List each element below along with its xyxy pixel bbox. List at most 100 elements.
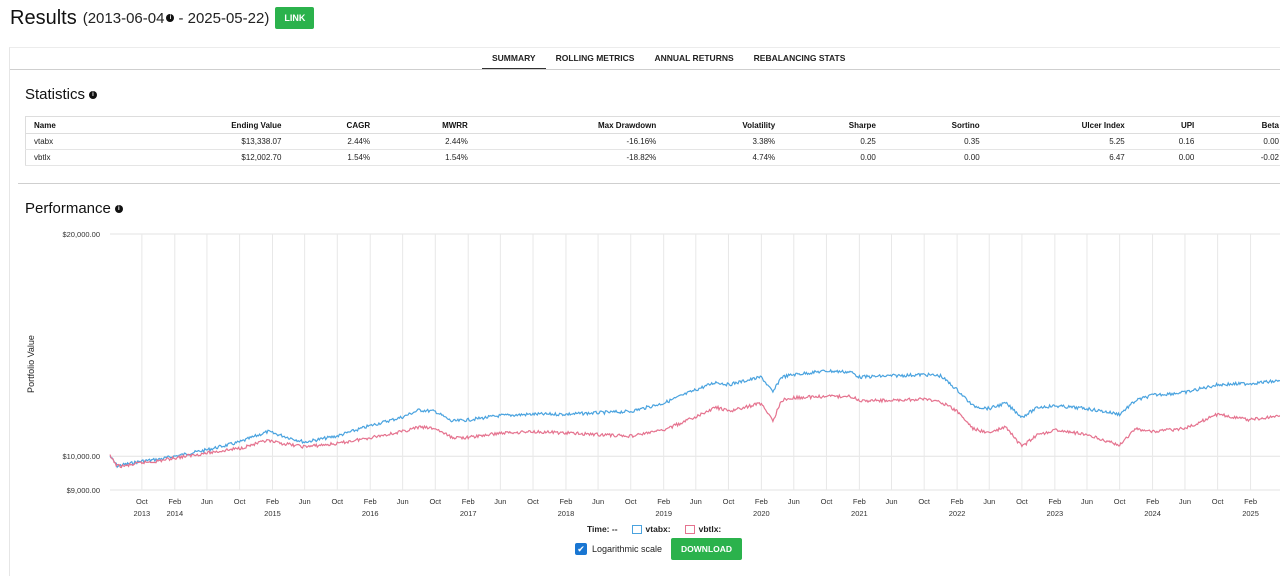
column-header[interactable]: Ending Value bbox=[116, 116, 288, 134]
results-tabs: SUMMARY ROLLING METRICS ANNUAL RETURNS R… bbox=[482, 50, 855, 70]
column-header[interactable]: MWRR bbox=[376, 116, 474, 134]
x-tick-year-label: 2025 bbox=[1242, 509, 1259, 518]
x-tick-label: Oct bbox=[136, 497, 149, 506]
legend-item-vbtlx[interactable]: vbtlx: bbox=[684, 524, 721, 534]
table-cell: -0.02 bbox=[1200, 149, 1280, 166]
x-tick-year-label: 2023 bbox=[1046, 509, 1063, 518]
table-cell: 2.44% bbox=[287, 133, 377, 150]
column-header[interactable]: Max Drawdown bbox=[473, 116, 663, 134]
tab-rolling-metrics[interactable]: ROLLING METRICS bbox=[555, 53, 635, 63]
legend-item-vtabx[interactable]: vtabx: bbox=[631, 524, 671, 534]
date-range: (2013-06-04 i - 2025-05-22) bbox=[83, 10, 270, 27]
x-tick-label: Feb bbox=[168, 497, 181, 506]
column-header[interactable]: Sortino bbox=[881, 116, 986, 134]
performance-title: Performance bbox=[25, 200, 111, 217]
x-tick-label: Oct bbox=[625, 497, 638, 506]
table-cell: -18.82% bbox=[473, 149, 663, 166]
x-tick-label: Feb bbox=[853, 497, 866, 506]
x-tick-label: Oct bbox=[1114, 497, 1127, 506]
chart-controls: ✔ Logarithmic scale DOWNLOAD bbox=[575, 538, 743, 560]
table-cell: 0.00 bbox=[881, 149, 986, 166]
x-tick-label: Jun bbox=[983, 497, 995, 506]
table-cell: 5.25 bbox=[985, 133, 1131, 150]
date-range-start: (2013-06-04 bbox=[82, 9, 165, 27]
x-tick-label: Oct bbox=[1212, 497, 1225, 506]
x-tick-label: Jun bbox=[397, 497, 409, 506]
statistics-heading: Statistics i bbox=[25, 86, 101, 103]
legend-swatch-vbtlx bbox=[684, 524, 695, 534]
column-header[interactable]: Sharpe bbox=[781, 116, 882, 134]
link-button[interactable]: LINK bbox=[275, 7, 315, 29]
x-tick-label: Oct bbox=[429, 497, 442, 506]
results-header: Results (2013-06-04 i - 2025-05-22) LINK bbox=[10, 6, 315, 30]
table-cell: 0.00 bbox=[1130, 149, 1201, 166]
table-cell: 1.54% bbox=[287, 149, 377, 166]
x-tick-label: Feb bbox=[1244, 497, 1257, 506]
legend-time-label: Time: -- bbox=[587, 524, 618, 534]
y-tick-label: $10,000.00 bbox=[62, 452, 100, 461]
table-cell: $13,338.07 bbox=[116, 133, 288, 150]
x-tick-label: Jun bbox=[494, 497, 506, 506]
x-tick-label: Jun bbox=[299, 497, 311, 506]
x-tick-year-label: 2014 bbox=[166, 509, 183, 518]
table-cell: 2.44% bbox=[376, 133, 474, 150]
x-tick-label: Oct bbox=[1016, 497, 1029, 506]
x-tick-year-label: 2019 bbox=[655, 509, 672, 518]
table-cell: 0.00 bbox=[1200, 133, 1280, 150]
y-tick-label: $9,000.00 bbox=[67, 486, 100, 495]
series-line-vtabx bbox=[109, 368, 1280, 469]
table-cell: 0.35 bbox=[881, 133, 986, 150]
log-scale-label: Logarithmic scale bbox=[592, 544, 663, 554]
chart-axes: $20,000.00 $10,000.00 $9,000.00 Oct 2013 Feb 2… bbox=[62, 230, 1258, 518]
performance-chart[interactable]: $20,000.00 $10,000.00 $9,000.00 Oct 2013 Feb 2… bbox=[20, 224, 1280, 524]
x-tick-label: Feb bbox=[1048, 497, 1061, 506]
download-button[interactable]: DOWNLOAD bbox=[671, 538, 743, 560]
section-divider bbox=[18, 183, 1280, 184]
x-tick-label: Jun bbox=[885, 497, 897, 506]
y-axis-label: Portfolio Value bbox=[26, 335, 36, 393]
x-tick-year-label: 2017 bbox=[460, 509, 477, 518]
tabs-divider bbox=[10, 69, 1280, 70]
x-tick-year-label: 2020 bbox=[753, 509, 770, 518]
y-tick-label: $20,000.00 bbox=[62, 230, 100, 239]
x-tick-label: Oct bbox=[234, 497, 247, 506]
chart-series bbox=[109, 368, 1280, 469]
x-tick-label: Oct bbox=[331, 497, 344, 506]
x-tick-label: Feb bbox=[266, 497, 279, 506]
x-tick-year-label: 2022 bbox=[949, 509, 966, 518]
x-tick-label: Jun bbox=[201, 497, 213, 506]
x-tick-label: Feb bbox=[657, 497, 670, 506]
column-header[interactable]: UPI bbox=[1130, 116, 1201, 134]
x-tick-label: Jun bbox=[788, 497, 800, 506]
x-tick-label: Oct bbox=[918, 497, 931, 506]
table-cell: 1.54% bbox=[376, 149, 474, 166]
column-header[interactable]: Ulcer Index bbox=[985, 116, 1131, 134]
log-scale-checkbox[interactable]: ✔ bbox=[575, 543, 587, 555]
x-tick-year-label: 2021 bbox=[851, 509, 868, 518]
x-tick-year-label: 2018 bbox=[558, 509, 575, 518]
x-tick-year-label: 2015 bbox=[264, 509, 281, 518]
table-cell: 0.16 bbox=[1130, 133, 1201, 150]
statistics-info-icon[interactable]: i bbox=[89, 90, 98, 99]
tab-rebalancing-stats[interactable]: REBALANCING STATS bbox=[753, 53, 846, 63]
tab-summary[interactable]: SUMMARY bbox=[482, 50, 546, 70]
table-cell: vbtlx bbox=[25, 149, 117, 166]
table-cell: 4.74% bbox=[662, 149, 782, 166]
page-title: Results bbox=[10, 6, 77, 29]
chart-legend: Time: -- vtabx: vbtlx: bbox=[587, 524, 721, 534]
column-header[interactable]: CAGR bbox=[287, 116, 377, 134]
x-tick-year-label: 2016 bbox=[362, 509, 379, 518]
info-icon[interactable]: i bbox=[166, 14, 175, 22]
x-tick-label: Oct bbox=[527, 497, 540, 506]
performance-info-icon[interactable]: i bbox=[114, 204, 123, 213]
column-header[interactable]: Volatility bbox=[662, 116, 782, 134]
x-tick-label: Feb bbox=[755, 497, 768, 506]
tab-annual-returns[interactable]: ANNUAL RETURNS bbox=[654, 53, 734, 63]
x-tick-label: Feb bbox=[951, 497, 964, 506]
legend-label-vtabx: vtabx: bbox=[645, 524, 671, 534]
column-header[interactable]: Name bbox=[25, 116, 117, 134]
table-cell: -16.16% bbox=[473, 133, 663, 150]
column-header[interactable]: Beta bbox=[1200, 116, 1280, 134]
chart-grid bbox=[110, 233, 1280, 491]
results-panel bbox=[9, 47, 1280, 576]
